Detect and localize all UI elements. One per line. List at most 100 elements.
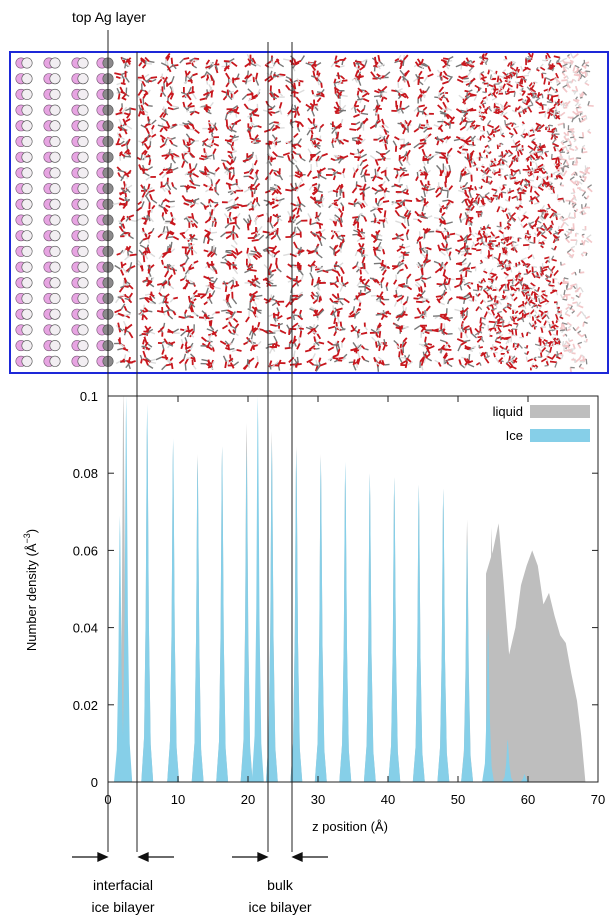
x-tick-label-2: 20 <box>241 792 255 807</box>
ag-atom <box>77 308 89 320</box>
ag-atom <box>77 183 89 195</box>
ice-column <box>262 55 287 371</box>
ice-column <box>112 56 137 370</box>
y-tick-label-1: 0.02 <box>73 698 98 713</box>
ag-atom <box>49 245 61 257</box>
ag-atom <box>49 214 61 226</box>
ag-atom <box>77 261 89 273</box>
ice-column <box>219 58 244 369</box>
ag-atom <box>49 151 61 163</box>
ag-atom <box>77 120 89 132</box>
y-axis-label-sup: −3 <box>22 533 32 543</box>
snapshot-atoms <box>15 51 594 373</box>
ice-column <box>241 54 265 371</box>
ag-atom <box>49 120 61 132</box>
ice-column <box>369 54 392 372</box>
ice-peak-13 <box>388 477 401 782</box>
interfacial-label-line1: interfacial <box>93 877 153 893</box>
density-chart: 01020304050607000.020.040.060.080.1 z po… <box>22 389 605 834</box>
x-axis-label: z position (Å) <box>312 819 388 834</box>
guide-lines <box>107 30 293 852</box>
ag-atom <box>21 261 33 273</box>
ice-peak-0 <box>114 515 126 782</box>
ag-atom <box>21 292 33 304</box>
ice-peak-16 <box>461 538 474 782</box>
ice-peak-3 <box>167 438 180 782</box>
series-ice <box>114 396 531 782</box>
x-tick-label-3: 30 <box>311 792 325 807</box>
ag-atom <box>49 88 61 100</box>
ice-column <box>325 55 350 363</box>
arrow-bulk-right-head <box>291 851 303 863</box>
bulk-label-line2: ice bilayer <box>248 899 311 915</box>
ag-atom <box>77 230 89 242</box>
arrow-interfacial-right-head <box>137 851 149 863</box>
series-liquid <box>117 396 586 782</box>
ice-peak-9 <box>290 450 303 782</box>
ice-peak-10 <box>314 457 327 782</box>
ag-atom <box>77 151 89 163</box>
ag-atom <box>77 214 89 226</box>
ice-peak-15 <box>437 488 450 782</box>
ice-peak-2 <box>141 403 154 782</box>
ice-peak-1 <box>120 396 133 782</box>
liquid-water-region <box>461 51 594 373</box>
ice-peak-7 <box>251 396 264 782</box>
ag-atom <box>21 151 33 163</box>
ag-atom <box>21 324 33 336</box>
ag-atom <box>21 198 33 210</box>
ag-atom <box>49 136 61 148</box>
ag-atom <box>77 167 89 179</box>
ice-peak-5 <box>216 446 229 782</box>
x-tick-label-7: 70 <box>591 792 605 807</box>
ag-atom <box>21 245 33 257</box>
ag-atom <box>21 183 33 195</box>
ice-peak-17 <box>482 627 494 782</box>
ag-atom <box>49 340 61 352</box>
ice-peak-6 <box>240 450 253 782</box>
liquid-peak-0 <box>117 396 130 782</box>
y-tick-label-3: 0.06 <box>73 543 98 558</box>
ag-atom <box>49 167 61 179</box>
ag-atom <box>77 340 89 352</box>
ice-column <box>431 56 456 368</box>
ag-atom <box>21 277 33 289</box>
x-tick-label-5: 50 <box>451 792 465 807</box>
ag-atom <box>21 167 33 179</box>
ice-peak-12 <box>363 473 376 782</box>
ag-atom <box>49 308 61 320</box>
arrow-bulk-left-head <box>257 851 269 863</box>
ice-column <box>304 60 329 372</box>
ag-atom <box>77 292 89 304</box>
chart-series <box>114 396 586 782</box>
ag-atom <box>21 73 33 85</box>
ag-atom <box>77 136 89 148</box>
ag-atom <box>49 57 61 69</box>
ice-column <box>391 54 414 369</box>
ice-peak-8 <box>265 442 278 782</box>
ag-atom <box>21 88 33 100</box>
ag-atom <box>77 277 89 289</box>
ag-atom <box>49 292 61 304</box>
legend-swatch-ice <box>530 429 590 442</box>
ag-atom <box>21 230 33 242</box>
ag-atom <box>49 183 61 195</box>
ag-atom <box>77 88 89 100</box>
ag-atom <box>49 277 61 289</box>
ag-atom <box>49 355 61 367</box>
ag-atom <box>77 104 89 116</box>
y-axis-label-close: ) <box>24 529 39 533</box>
ag-atom <box>49 104 61 116</box>
ice-column <box>348 58 372 371</box>
x-tick-label-4: 40 <box>381 792 395 807</box>
ice-peak-19 <box>518 774 531 782</box>
ag-atom <box>21 104 33 116</box>
arrow-interfacial-left-head <box>97 851 109 863</box>
interfacial-label-line2: ice bilayer <box>91 899 154 915</box>
ag-atom <box>77 73 89 85</box>
y-tick-label-2: 0.04 <box>73 621 98 636</box>
ag-atom <box>49 324 61 336</box>
bilayer-arrows <box>72 851 328 863</box>
y-axis-label-main: Number density (Å <box>24 543 39 651</box>
